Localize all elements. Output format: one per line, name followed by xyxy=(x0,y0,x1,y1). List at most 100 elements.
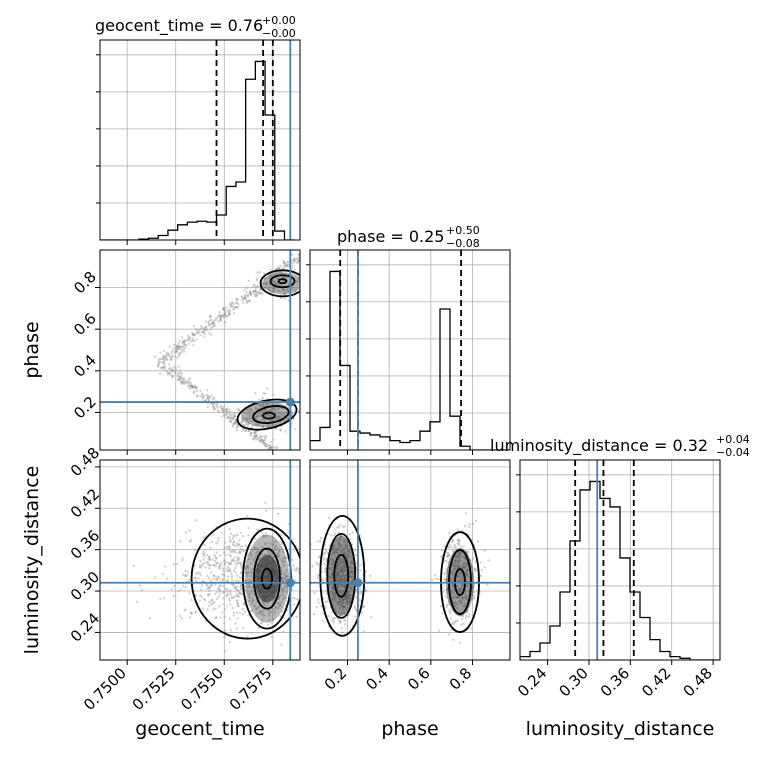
scatter-point xyxy=(228,311,231,314)
scatter-point xyxy=(258,271,262,274)
scatter-point xyxy=(337,526,340,529)
scatter-point xyxy=(224,408,227,412)
scatter-point xyxy=(255,433,259,437)
scatter-point xyxy=(248,585,251,589)
scatter-point xyxy=(159,366,162,369)
scatter-point xyxy=(461,596,464,599)
scatter-point xyxy=(254,555,257,558)
scatter-point xyxy=(285,261,289,264)
scatter-point xyxy=(260,281,264,285)
scatter-point xyxy=(231,606,234,610)
scatter-point xyxy=(285,568,289,572)
scatter-point xyxy=(192,325,196,328)
scatter-point xyxy=(338,621,342,625)
scatter-point xyxy=(213,601,216,604)
scatter-point xyxy=(244,569,247,572)
scatter-point xyxy=(339,620,342,624)
scatter-point xyxy=(227,417,230,420)
scatter-point xyxy=(228,568,231,571)
scatter-point xyxy=(170,587,174,591)
scatter-point xyxy=(227,312,231,315)
scatter-point xyxy=(165,577,169,580)
scatter-point xyxy=(474,569,477,573)
scatter-point xyxy=(181,585,184,588)
scatter-point xyxy=(253,293,256,296)
scatter-point xyxy=(283,292,286,296)
scatter-point xyxy=(275,412,279,415)
scatter-point xyxy=(271,419,275,422)
scatter-point xyxy=(453,621,457,624)
ylabel-phase: phase xyxy=(21,321,43,378)
scatter-point xyxy=(272,286,276,289)
scatter-point xyxy=(221,407,225,410)
scatter-point xyxy=(472,573,475,576)
scatter-point xyxy=(228,553,231,557)
scatter-point xyxy=(273,286,276,290)
scatter-point xyxy=(199,395,202,398)
scatter-point xyxy=(316,563,319,566)
scatter-point xyxy=(198,564,202,567)
scatter-point xyxy=(207,322,211,325)
x-tick-label: 0.7575 xyxy=(226,664,276,714)
scatter-point xyxy=(244,544,247,547)
scatter-point xyxy=(196,572,199,575)
scatter-point xyxy=(479,561,482,564)
scatter-point xyxy=(163,356,166,359)
scatter-point xyxy=(283,577,286,581)
scatter-point xyxy=(253,436,256,440)
scatter-point xyxy=(222,559,226,562)
scatter-point xyxy=(455,595,458,599)
scatter-point xyxy=(263,436,267,440)
scatter-point xyxy=(465,570,468,573)
scatter-point xyxy=(170,376,174,379)
scatter-point xyxy=(235,627,239,630)
scatter-point xyxy=(441,584,445,587)
scatter-point xyxy=(264,409,268,412)
scatter-point xyxy=(272,286,276,290)
scatter-point xyxy=(264,438,267,442)
scatter-point xyxy=(457,573,460,577)
scatter-point xyxy=(268,447,272,450)
scatter-point xyxy=(466,568,469,572)
scatter-point xyxy=(263,441,266,445)
histogram-step xyxy=(100,60,295,240)
ylabel-luminosity-distance: luminosity_distance xyxy=(21,466,43,655)
scatter-point xyxy=(284,575,288,579)
scatter-point xyxy=(248,415,251,418)
scatter-point xyxy=(455,596,458,599)
scatter-point xyxy=(237,579,240,583)
scatter-point xyxy=(297,568,300,571)
scatter-point xyxy=(203,335,206,338)
scatter-point xyxy=(207,555,211,559)
scatter-point xyxy=(327,516,331,519)
scatter-point xyxy=(209,579,213,583)
scatter-point xyxy=(461,578,464,581)
scatter-point xyxy=(253,432,256,435)
scatter-point xyxy=(253,605,256,608)
scatter-point xyxy=(295,566,299,570)
scatter-point xyxy=(230,419,233,423)
scatter-point xyxy=(214,607,217,610)
scatter-point xyxy=(193,384,197,387)
scatter-point xyxy=(458,590,461,593)
scatter-point xyxy=(233,556,236,560)
scatter-point xyxy=(162,361,165,365)
scatter-point xyxy=(459,590,463,593)
scatter-point xyxy=(461,596,464,600)
scatter-point xyxy=(261,439,265,443)
scatter-point xyxy=(224,587,227,590)
scatter-point xyxy=(242,603,245,606)
scatter-point xyxy=(230,415,233,419)
scatter-point xyxy=(262,535,265,538)
scatter-point xyxy=(293,260,296,263)
scatter-point xyxy=(284,573,287,577)
scatter-point xyxy=(221,409,224,413)
scatter-point xyxy=(472,522,475,525)
scatter-point xyxy=(202,552,205,555)
scatter-point xyxy=(269,275,272,278)
scatter-point xyxy=(248,410,251,413)
scatter-point xyxy=(231,425,234,428)
scatter-point xyxy=(254,434,257,437)
scatter-point xyxy=(212,325,215,328)
scatter-point xyxy=(234,420,237,423)
